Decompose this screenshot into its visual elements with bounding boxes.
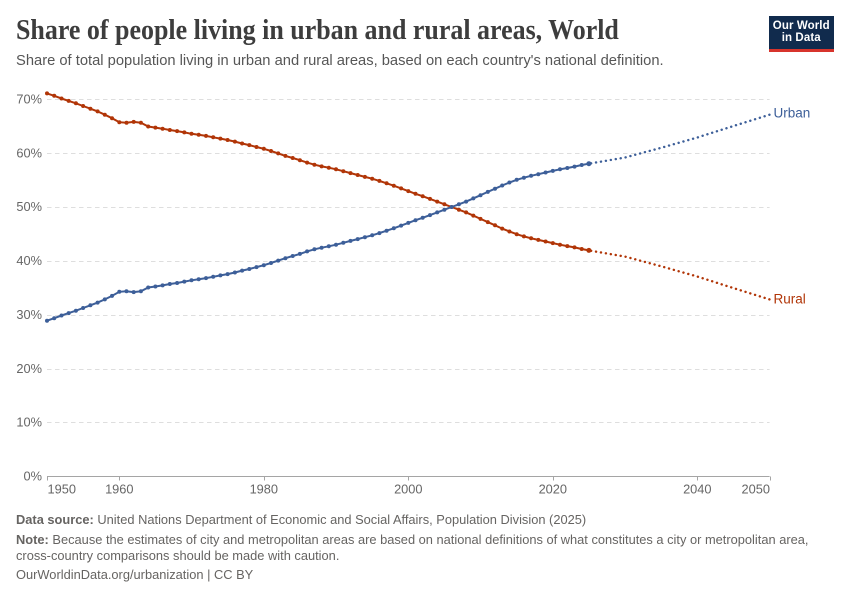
svg-text:2050: 2050	[742, 482, 770, 497]
svg-text:70%: 70%	[16, 92, 42, 107]
svg-text:20%: 20%	[16, 361, 42, 376]
svg-text:2040: 2040	[683, 482, 711, 497]
svg-text:60%: 60%	[16, 145, 42, 160]
svg-text:0%: 0%	[24, 469, 43, 484]
svg-text:1950: 1950	[48, 482, 76, 497]
svg-text:50%: 50%	[16, 199, 42, 214]
svg-text:2020: 2020	[539, 482, 567, 497]
svg-text:1960: 1960	[105, 482, 133, 497]
svg-text:Urban: Urban	[774, 106, 811, 121]
svg-text:1980: 1980	[250, 482, 278, 497]
svg-text:Rural: Rural	[774, 292, 806, 307]
svg-text:2000: 2000	[394, 482, 422, 497]
svg-text:40%: 40%	[16, 253, 42, 268]
svg-text:30%: 30%	[16, 307, 42, 322]
svg-text:10%: 10%	[16, 415, 42, 430]
